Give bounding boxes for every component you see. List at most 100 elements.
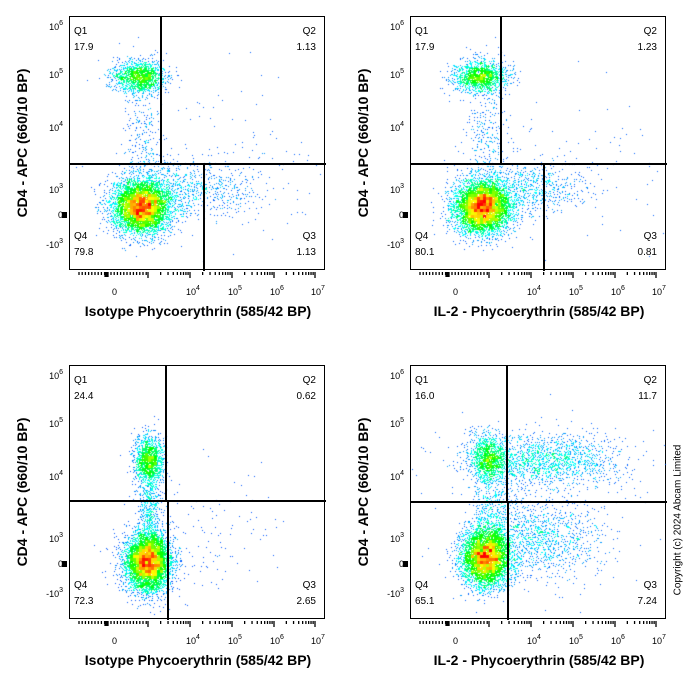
tick-base: 10 <box>390 534 401 544</box>
tick-exponent: 7 <box>662 285 666 292</box>
quadrant-gate-vertical-lower[interactable] <box>203 164 205 271</box>
y-tick-label: -103 <box>387 238 404 250</box>
quadrant-gate-vertical-upper[interactable] <box>165 366 167 501</box>
quadrant-gate-vertical-lower[interactable] <box>507 502 509 620</box>
y-tick-label: 106 <box>390 369 404 381</box>
tick-base: -10 <box>387 240 401 250</box>
tick-base: 10 <box>527 636 538 646</box>
quadrant-q1-name: Q1 <box>415 26 429 37</box>
tick-exponent: 7 <box>662 634 666 641</box>
quadrant-q2-percent: 1.23 <box>637 42 657 53</box>
y-axis-zero-tick-cluster <box>403 212 408 218</box>
quadrant-q2-name: Q2 <box>302 375 316 386</box>
x-tick-label: 107 <box>311 285 325 297</box>
x-axis-label: IL-2 - Phycoerythrin (585/42 BP) <box>433 652 645 668</box>
y-axis-label: CD4 - APC (660/10 BP) <box>355 68 371 218</box>
quadrant-gate-vertical-upper[interactable] <box>500 17 502 164</box>
tick-exponent: 4 <box>196 285 200 292</box>
y-tick-label: -103 <box>387 587 404 599</box>
y-axis-zero-tick-cluster <box>62 212 67 218</box>
quadrant-q3-name: Q3 <box>643 580 657 591</box>
y-tick-label: 0 <box>58 559 63 569</box>
tick-exponent: 3 <box>59 238 63 245</box>
quadrant-gate-horizontal[interactable] <box>411 501 667 503</box>
quadrant-q4-name: Q4 <box>415 580 429 591</box>
event-dots <box>70 17 326 271</box>
quadrant-q2-name: Q2 <box>302 26 316 37</box>
tick-base: 0 <box>112 636 118 646</box>
y-tick-label: 104 <box>49 121 63 133</box>
quadrant-gate-horizontal[interactable] <box>70 500 326 502</box>
plot-2-area: Q1 17.9 Q2 1.23 Q3 0.81 Q4 80.1 <box>410 16 667 271</box>
y-tick-label: 106 <box>49 20 63 32</box>
y-tick-label: 0 <box>399 210 404 220</box>
x-tick-label: 104 <box>186 634 200 646</box>
quadrant-q4-name: Q4 <box>415 231 429 242</box>
x-tick-label: 107 <box>652 634 666 646</box>
quadrant-gate-horizontal[interactable] <box>411 163 667 165</box>
x-axis-ticks <box>419 272 657 278</box>
quadrant-gate-horizontal[interactable] <box>70 163 326 165</box>
x-tick-label: 0 <box>453 636 458 646</box>
y-tick-label: 105 <box>49 417 63 429</box>
x-axis-label: Isotype Phycoerythrin (585/42 BP) <box>84 303 312 319</box>
quadrant-q1-name: Q1 <box>74 375 88 386</box>
x-tick-label: 107 <box>652 285 666 297</box>
x-tick-label: 106 <box>611 634 625 646</box>
x-axis-ticks <box>78 272 316 278</box>
tick-exponent: 6 <box>59 20 63 27</box>
tick-base: 10 <box>49 371 60 381</box>
tick-exponent: 3 <box>400 587 404 594</box>
x-tick-label: 106 <box>611 285 625 297</box>
y-axis-zero-tick-cluster <box>62 561 67 567</box>
quadrant-q3-name: Q3 <box>302 580 316 591</box>
y-axis-zero-tick-cluster <box>403 561 408 567</box>
tick-base: 10 <box>390 22 401 32</box>
event-dots <box>70 366 326 620</box>
tick-base: 0 <box>398 559 404 569</box>
tick-base: 0 <box>57 559 63 569</box>
tick-exponent: 4 <box>196 634 200 641</box>
quadrant-q3-percent: 1.13 <box>296 247 316 258</box>
y-tick-label: 0 <box>399 559 404 569</box>
tick-exponent: 5 <box>238 634 242 641</box>
quadrant-gate-vertical-lower[interactable] <box>543 164 545 271</box>
y-tick-label: 0 <box>58 210 63 220</box>
quadrant-q4-percent: 79.8 <box>74 247 94 258</box>
x-tick-label: 106 <box>270 634 284 646</box>
tick-exponent: 6 <box>280 285 284 292</box>
plot-1-area: Q1 17.9 Q2 1.13 Q3 1.13 Q4 79.8 <box>69 16 326 271</box>
x-tick-label: 107 <box>311 634 325 646</box>
tick-base: 10 <box>270 636 281 646</box>
tick-exponent: 6 <box>400 20 404 27</box>
tick-exponent: 4 <box>400 121 404 128</box>
quadrant-q1-percent: 24.4 <box>74 391 94 402</box>
quadrant-gate-vertical-upper[interactable] <box>506 366 508 502</box>
tick-base: 10 <box>49 419 60 429</box>
event-dots <box>411 366 667 620</box>
tick-base: 10 <box>611 287 622 297</box>
y-tick-label: 103 <box>49 532 63 544</box>
copyright-notice: Copyright (c) 2024 Abcam Limited <box>672 444 684 596</box>
tick-exponent: 4 <box>400 470 404 477</box>
quadrant-q1-name: Q1 <box>74 26 88 37</box>
quadrant-q2-percent: 0.62 <box>296 391 316 402</box>
quadrant-gate-vertical-lower[interactable] <box>167 501 169 620</box>
tick-base: 10 <box>49 472 60 482</box>
quadrant-q4-percent: 72.3 <box>74 596 94 607</box>
tick-exponent: 3 <box>59 532 63 539</box>
tick-base: 10 <box>270 287 281 297</box>
y-tick-label: 104 <box>390 121 404 133</box>
quadrant-q2-percent: 1.13 <box>296 42 316 53</box>
tick-base: 10 <box>49 185 60 195</box>
plot-3-area: Q1 24.4 Q2 0.62 Q3 2.65 Q4 72.3 <box>69 365 326 620</box>
tick-base: 10 <box>569 636 580 646</box>
quadrant-gate-vertical-upper[interactable] <box>160 17 162 164</box>
tick-exponent: 6 <box>280 634 284 641</box>
x-axis-ticks <box>419 621 657 627</box>
quadrant-q2-name: Q2 <box>643 26 657 37</box>
x-tick-label: 0 <box>112 287 117 297</box>
tick-exponent: 5 <box>579 634 583 641</box>
tick-base: 10 <box>228 636 239 646</box>
x-axis-label: Isotype Phycoerythrin (585/42 BP) <box>84 652 312 668</box>
